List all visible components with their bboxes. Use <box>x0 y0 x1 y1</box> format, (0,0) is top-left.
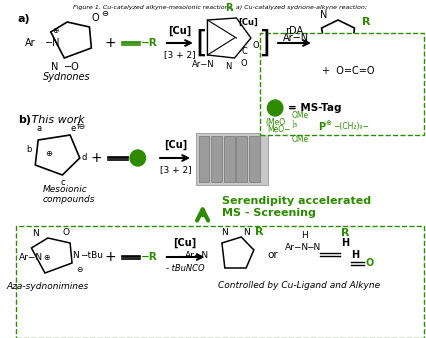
Text: [3 + 2]: [3 + 2] <box>160 165 191 174</box>
Text: +: + <box>105 250 117 264</box>
Text: OMe: OMe <box>292 111 309 120</box>
Text: [Cu]: [Cu] <box>239 18 258 26</box>
Circle shape <box>268 100 283 116</box>
Text: OMe: OMe <box>292 136 309 145</box>
Text: ⊕: ⊕ <box>325 120 331 126</box>
Text: O: O <box>365 258 373 268</box>
Text: −R: −R <box>141 252 158 262</box>
Text: [Cu]: [Cu] <box>168 26 191 36</box>
Text: +: + <box>105 36 117 50</box>
Text: Serendipity accelerated
MS - Screening: Serendipity accelerated MS - Screening <box>222 196 371 218</box>
Text: [3 + 2]: [3 + 2] <box>164 50 195 59</box>
Text: Controlled by Cu-Ligand and Alkyne: Controlled by Cu-Ligand and Alkyne <box>218 281 380 290</box>
Text: MeO−: MeO− <box>268 125 291 135</box>
Text: −R: −R <box>141 38 158 48</box>
Text: = MS-Tag: = MS-Tag <box>288 103 341 113</box>
Text: ⊕: ⊕ <box>53 26 59 35</box>
Text: −O: −O <box>64 62 80 72</box>
Text: −N: −N <box>45 38 60 48</box>
Text: a: a <box>37 124 42 133</box>
Text: H: H <box>301 231 308 240</box>
Text: d: d <box>82 153 87 163</box>
Text: [: [ <box>196 28 208 57</box>
Text: P: P <box>318 122 325 132</box>
Text: Ar: Ar <box>25 38 35 48</box>
Text: R: R <box>225 3 233 13</box>
Text: +  O=C=O: + O=C=O <box>322 66 374 76</box>
FancyBboxPatch shape <box>260 33 424 135</box>
Text: N: N <box>320 10 327 20</box>
Text: or: or <box>268 250 279 260</box>
Text: This work: This work <box>28 115 84 125</box>
Text: Aza-sydnonimines: Aza-sydnonimines <box>7 282 89 291</box>
Text: Ar−N: Ar−N <box>283 33 309 43</box>
Text: [Cu]: [Cu] <box>173 238 197 248</box>
Text: Mesoionic
compounds: Mesoionic compounds <box>43 185 95 204</box>
Text: N: N <box>243 228 250 237</box>
Text: N: N <box>51 62 58 72</box>
Text: Ar−N: Ar−N <box>192 60 215 69</box>
Text: ⊖: ⊖ <box>101 9 108 19</box>
Text: R: R <box>255 227 263 237</box>
Text: b: b <box>26 145 32 154</box>
Text: N: N <box>225 62 232 71</box>
Text: R: R <box>341 228 349 238</box>
Text: N: N <box>32 229 39 238</box>
Text: [Cu]: [Cu] <box>164 140 187 150</box>
Text: O: O <box>62 228 69 237</box>
Text: O: O <box>253 42 259 50</box>
Text: H: H <box>341 238 349 248</box>
Text: N: N <box>72 250 79 260</box>
Text: O: O <box>241 58 248 68</box>
Text: c: c <box>60 178 65 187</box>
Text: −N: −N <box>306 242 320 251</box>
Text: - tBuNCO: - tBuNCO <box>166 264 204 273</box>
Text: ]: ] <box>258 28 270 57</box>
Text: Ar−N: Ar−N <box>185 250 209 260</box>
Text: ⊕: ⊕ <box>44 252 50 262</box>
FancyBboxPatch shape <box>224 136 234 182</box>
Text: N: N <box>222 228 228 237</box>
FancyBboxPatch shape <box>196 133 268 185</box>
FancyBboxPatch shape <box>16 226 424 338</box>
Text: −tBu: −tBu <box>80 250 103 260</box>
Text: a): a) <box>18 14 31 24</box>
Text: rDA: rDA <box>285 26 304 36</box>
FancyBboxPatch shape <box>211 136 222 182</box>
Text: ⊖: ⊖ <box>76 265 82 274</box>
Text: b): b) <box>18 115 31 125</box>
Text: +: + <box>90 151 102 165</box>
Text: −(CH₂)₉−: −(CH₂)₉− <box>333 122 369 131</box>
Text: O: O <box>91 13 99 23</box>
Text: ⊕: ⊕ <box>45 148 52 158</box>
FancyBboxPatch shape <box>199 136 209 182</box>
Circle shape <box>130 150 146 166</box>
Text: H: H <box>351 250 360 260</box>
Text: e: e <box>70 124 75 133</box>
FancyBboxPatch shape <box>249 136 260 182</box>
FancyBboxPatch shape <box>236 136 247 182</box>
Text: Sydnones: Sydnones <box>43 72 91 82</box>
Text: (MeO: (MeO <box>265 118 285 126</box>
Text: Figure 1. Cu-catalyzed alkyne-mesoionic reactions, a) Cu-catalyzed sydnone-alkyn: Figure 1. Cu-catalyzed alkyne-mesoionic … <box>73 5 367 10</box>
Text: f⊖: f⊖ <box>77 122 86 131</box>
Text: Ar−N: Ar−N <box>285 242 309 251</box>
Text: )₃: )₃ <box>291 120 298 128</box>
Text: R: R <box>362 17 371 27</box>
Text: C: C <box>241 48 247 56</box>
Text: Ar−N: Ar−N <box>19 252 43 262</box>
